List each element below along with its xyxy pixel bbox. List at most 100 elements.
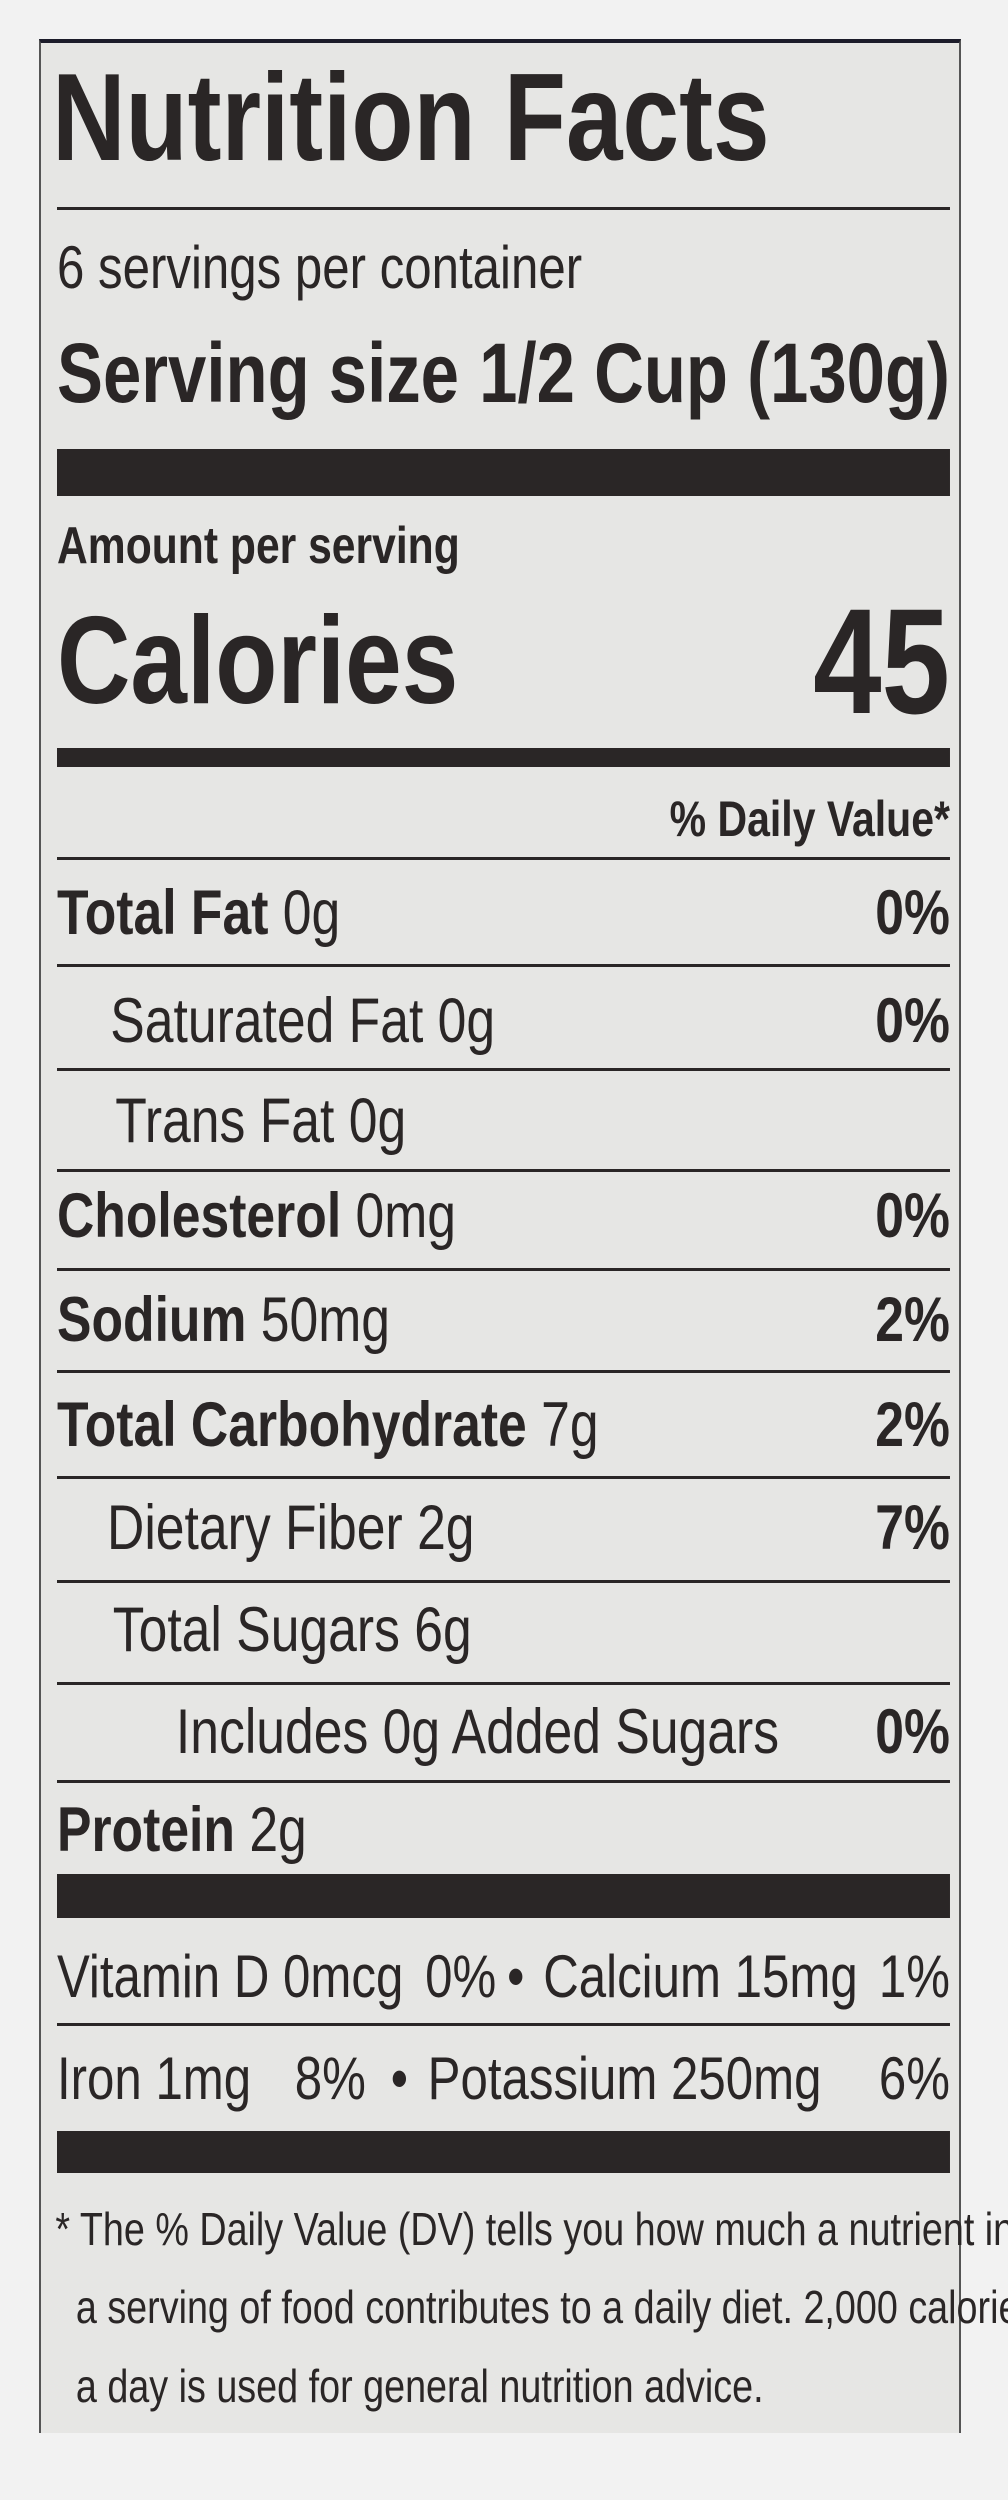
nutrient-dv: 7% <box>875 1493 950 1563</box>
footnote-row: * The % Daily Value (DV) tells you how m… <box>55 2199 1008 2259</box>
nutrient-name: Trans Fat <box>115 1086 335 1156</box>
nutrient-label: Dietary Fiber 2g <box>107 1488 475 1568</box>
rule <box>57 1169 950 1172</box>
thick-bar <box>57 449 950 496</box>
nutrient-amount: 0g <box>282 878 341 948</box>
nutrient-dv: 2% <box>875 1390 950 1460</box>
rule <box>57 857 950 860</box>
spacer <box>341 1181 355 1251</box>
rule <box>57 1068 950 1071</box>
nutrient-name: Dietary Fiber <box>107 1493 403 1563</box>
serving-size-row: Serving size 1/2 Cup (130g) <box>57 323 950 423</box>
footnote-row: a day is used for general nutrition advi… <box>57 2356 950 2416</box>
nutrient-row: Includes 0g Added Sugars 0% <box>57 1692 950 1772</box>
spacer <box>400 1595 414 1665</box>
separator: • <box>390 2045 408 2112</box>
thick-bar <box>57 1874 950 1918</box>
footnote-row: a serving of food contributes to a daily… <box>57 2277 1008 2337</box>
spacer <box>246 1285 260 1355</box>
footnote-line: a serving of food contributes to a daily… <box>75 2281 1008 2333</box>
nutrient-row: Dietary Fiber 2g 7% <box>57 1488 950 1568</box>
nutrient-name: Saturated Fat <box>110 986 424 1056</box>
vitamin-dv: 6% <box>878 2045 950 2112</box>
amount-row: Amount per serving <box>57 516 950 576</box>
footnote-line: * The % Daily Value (DV) tells you how m… <box>55 2203 1008 2255</box>
rule <box>57 964 950 967</box>
label-content: Nutrition Facts 6 servings per container… <box>52 0 1008 2500</box>
nutrient-amount: 50mg <box>260 1285 391 1355</box>
nutrient-name: Includes 0g Added Sugars <box>175 1697 780 1767</box>
nutrient-row: Trans Fat 0g <box>57 1081 950 1161</box>
footnote-line: a day is used for general nutrition advi… <box>75 2360 764 2412</box>
vitamin-name: Vitamin D 0mcg <box>57 1943 404 2010</box>
rule <box>57 1476 950 1479</box>
spacer <box>423 986 437 1056</box>
nutrient-amount: 6g <box>414 1595 472 1665</box>
nutrient-amount: 2g <box>249 1795 307 1865</box>
nutrient-row: Total Carbohydrate 7g 2% <box>57 1385 950 1465</box>
label-panel <box>39 39 961 2433</box>
nutrient-name: Sodium <box>57 1285 247 1355</box>
serving-size-value: 1/2 Cup (130g) <box>479 326 950 420</box>
spacer <box>403 1493 417 1563</box>
spacer <box>334 1086 348 1156</box>
title-row: Nutrition Facts <box>52 53 950 183</box>
vitamin-dv: 8% <box>294 2045 366 2112</box>
calories-label: Calories <box>57 592 459 730</box>
spacer <box>527 1390 541 1460</box>
rule <box>57 1682 950 1685</box>
spacer <box>235 1795 249 1865</box>
nutrient-dv: 2% <box>875 1285 950 1355</box>
rule <box>57 1580 950 1583</box>
nutrient-name: Total Sugars <box>112 1595 400 1665</box>
vitamin-name: Calcium 15mg <box>543 1943 858 2010</box>
nutrient-name: Protein <box>57 1795 235 1865</box>
servings-row: 6 servings per container <box>57 233 950 303</box>
rule <box>57 1370 950 1373</box>
nutrient-row: Total Fat 0g 0% <box>57 873 950 953</box>
nutrient-label: Cholesterol 0mg <box>57 1176 456 1256</box>
rule <box>57 207 950 210</box>
thick-bar <box>57 2131 950 2173</box>
nutrient-row: Total Sugars 6g <box>57 1590 950 1670</box>
rule <box>57 1780 950 1783</box>
calories-row: Calories 45 <box>57 581 950 741</box>
nutrient-label: Trans Fat 0g <box>115 1081 406 1161</box>
nutrient-amount: 0g <box>348 1086 407 1156</box>
spacer <box>268 878 282 948</box>
servings: 6 servings per container <box>57 234 583 301</box>
vitamin-name: Potassium 250mg <box>427 2045 822 2112</box>
nutrient-row: Saturated Fat 0g 0% <box>57 981 950 1061</box>
nutrient-label: Total Sugars 6g <box>113 1590 472 1670</box>
nutrient-amount: 0g <box>437 986 496 1056</box>
nutrient-label: Total Carbohydrate 7g <box>57 1385 599 1465</box>
serving-size-label: Serving size <box>57 326 459 420</box>
nutrient-row: Cholesterol 0mg 0% <box>57 1176 950 1256</box>
nutrient-label: Saturated Fat 0g <box>110 981 495 1061</box>
calories-value: 45 <box>813 577 950 745</box>
medium-bar <box>57 748 950 767</box>
nutrient-name: Cholesterol <box>57 1181 342 1251</box>
amount-per-serving: Amount per serving <box>57 517 460 575</box>
title: Nutrition Facts <box>52 49 770 187</box>
vitamin-dv: 0% <box>425 1943 497 2010</box>
nutrient-dv: 0% <box>875 986 950 1056</box>
vitamin-row: Vitamin D 0mcg 0% • Calcium 15mg 1% <box>57 1937 950 2017</box>
vitamin-row: Iron 1mg 8% • Potassium 250mg 6% <box>57 2039 950 2119</box>
dv-header: % Daily Value* <box>669 791 950 847</box>
nutrient-amount: 7g <box>541 1390 599 1460</box>
nutrient-dv: 0% <box>875 1697 950 1767</box>
nutrient-label: Total Fat 0g <box>57 873 340 953</box>
nutrient-name: Total Carbohydrate <box>57 1390 527 1460</box>
rule <box>57 2023 950 2026</box>
dv-header-row: % Daily Value* <box>57 789 950 849</box>
nutrient-dv: 0% <box>875 1181 950 1251</box>
vitamin-name: Iron 1mg <box>57 2045 252 2112</box>
nutrient-label: Sodium 50mg <box>57 1280 390 1360</box>
vitamin-dv: 1% <box>878 1943 950 2010</box>
nutrient-amount: 0mg <box>355 1181 457 1251</box>
separator: • <box>507 1943 525 2010</box>
nutrient-amount: 2g <box>417 1493 475 1563</box>
nutrient-row: Protein 2g <box>57 1790 950 1870</box>
nutrient-label: Protein 2g <box>57 1790 307 1870</box>
